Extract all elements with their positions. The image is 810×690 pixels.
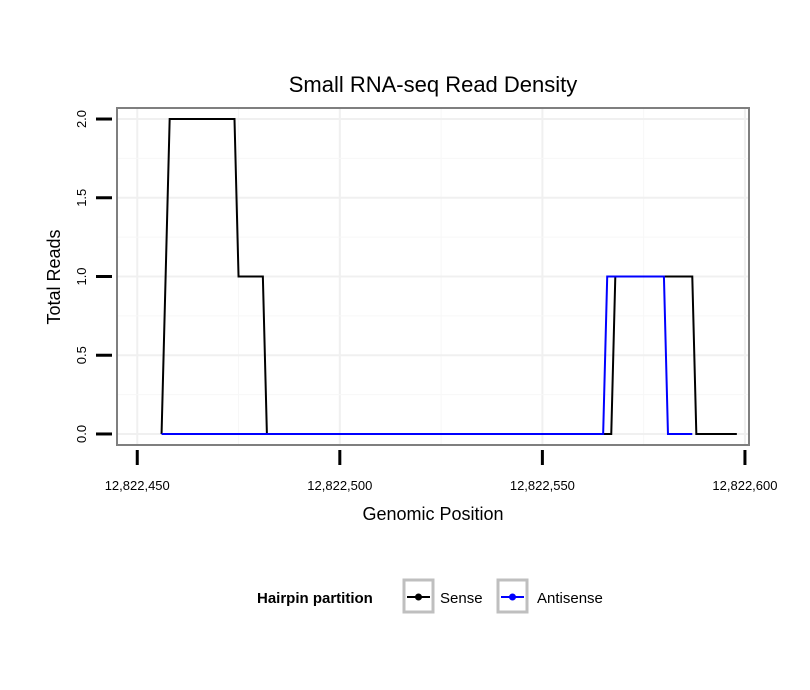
y-tick-label: 2.0 [74,110,89,128]
series-line-sense [160,118,737,435]
y-tick-label: 1.5 [74,189,89,207]
legend-label-antisense: Antisense [537,590,603,607]
series-line-antisense [161,275,693,435]
legend-item-sense: Sense [402,578,483,614]
y-tick-label: 0.5 [74,346,89,364]
legend-point-antisense [509,593,516,601]
y-axis: 0.0 0.5 1.0 1.5 2.0 [74,110,112,443]
y-axis-label: Total Reads [44,229,64,324]
x-tick-label: 12,822,500 [307,478,372,493]
x-tick-label: 12,822,450 [105,478,170,493]
legend-item-antisense: Antisense [496,578,603,614]
grid [117,108,749,445]
x-tick-label: 12,822,550 [510,478,575,493]
x-axis-label: Genomic Position [362,504,503,524]
chart-title: Small RNA-seq Read Density [289,72,578,97]
legend-point-sense [415,593,422,601]
x-tick-label: 12,822,600 [712,478,777,493]
series-layer [160,118,737,435]
legend: Hairpin partition Sense Antisense [257,578,603,614]
y-tick-label: 0.0 [74,425,89,443]
x-axis: 12,822,450 12,822,500 12,822,550 12,822,600 [105,450,777,493]
legend-title: Hairpin partition [257,590,373,607]
legend-label-sense: Sense [440,590,483,607]
y-tick-label: 1.0 [74,267,89,285]
plot-panel-border [116,107,750,446]
